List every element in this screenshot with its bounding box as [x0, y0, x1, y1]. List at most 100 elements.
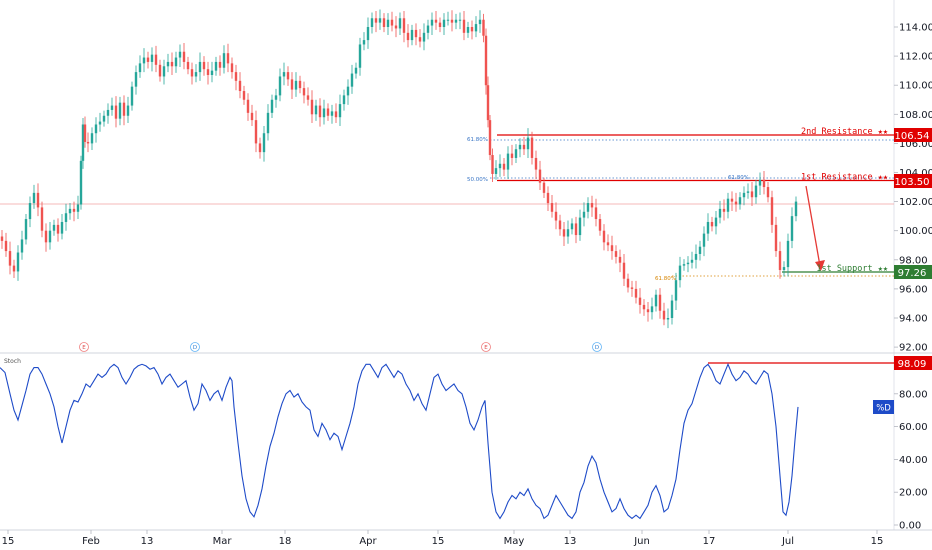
svg-text:%D: %D [876, 404, 891, 414]
candle-body [206, 69, 210, 76]
candle-body [594, 207, 598, 220]
candle-body [718, 208, 722, 218]
candle-body [634, 288, 638, 298]
candle-body [562, 229, 566, 237]
candle-body [610, 245, 614, 252]
candle-body [514, 149, 518, 158]
candle-body [146, 57, 150, 62]
candle-body [734, 201, 738, 205]
candle-body [234, 72, 238, 81]
candle-body [762, 179, 766, 188]
candle-body [98, 121, 102, 125]
candle-body [582, 211, 586, 218]
candle-body [510, 153, 514, 158]
stoch-tick-label: 40.00 [899, 455, 928, 466]
candle-body [302, 88, 306, 96]
stoch-tick-label: 0.00 [899, 521, 921, 532]
time-tick-label: Feb [82, 536, 100, 547]
candle-body [484, 35, 488, 86]
candle-body [83, 124, 87, 142]
candle-body [382, 18, 386, 27]
candle-body [0, 236, 4, 241]
candle-body [410, 29, 414, 41]
candle-body [630, 287, 634, 289]
candle-body [194, 72, 198, 77]
candle-body [750, 191, 754, 198]
candle-body [502, 163, 506, 170]
candle-body [738, 197, 742, 205]
candle-body [4, 240, 8, 252]
candle-body [318, 105, 322, 118]
candle-body [550, 203, 554, 212]
candle-body [606, 242, 610, 246]
candle-body [558, 220, 562, 230]
candle-body [282, 72, 286, 77]
event-marker-dividend-2[interactable]: D [592, 342, 602, 352]
candle-body [650, 306, 654, 313]
candle-body [690, 259, 694, 263]
candle-body [64, 213, 68, 222]
candle-body [726, 198, 730, 212]
candle-body [418, 37, 422, 42]
price-tick-label: 104.00 [899, 168, 932, 179]
candle-body [158, 64, 162, 77]
candle-body [334, 111, 338, 118]
candle-body [326, 108, 330, 116]
stochastic-pane[interactable]: Stoch 80.00 60.00 40.00 20.00 0.00 98.09 %D [0, 356, 932, 532]
candle-body [350, 73, 354, 87]
price-tick-label: 94.00 [899, 314, 928, 325]
candle-body [262, 133, 266, 153]
candle-body [226, 53, 230, 64]
candle-body [138, 63, 142, 73]
svg-text:103.50: 103.50 [895, 177, 930, 188]
candle-body [48, 230, 52, 243]
candle-body [28, 203, 32, 220]
time-tick-label: 15 [871, 536, 884, 547]
candle-body [746, 191, 750, 193]
svg-text:97.26: 97.26 [898, 268, 927, 279]
event-marker-dividend-1[interactable]: D [190, 342, 200, 352]
stoch-tick-label: 80.00 [899, 389, 928, 400]
time-axis[interactable]: 15 Feb 13 Mar 18 Apr 15 May 13 Jun 17 Jul 15 [0, 529, 932, 547]
candle-body [150, 54, 154, 62]
candle-body [518, 144, 522, 150]
fib-label-500: 50.00% [467, 177, 488, 183]
candle-body [118, 102, 122, 119]
price-tick-label: 92.00 [899, 343, 928, 354]
candle-body [498, 163, 502, 169]
candle-body [354, 67, 358, 74]
time-tick-label: May [504, 536, 525, 547]
time-tick-label: 15 [2, 536, 15, 547]
candle-body [166, 61, 170, 67]
time-tick-label: 13 [141, 536, 154, 547]
candle-body [422, 32, 426, 42]
projection-arrow[interactable] [805, 185, 825, 271]
event-marker-earnings-2[interactable]: E [481, 342, 491, 352]
candle-body [730, 198, 734, 202]
main-price-pane[interactable]: 61.80% 50.00% 61.80% 61.80% 2nd Resistan… [0, 9, 894, 352]
candle-body [178, 51, 182, 58]
event-marker-earnings-1[interactable]: E [79, 342, 89, 352]
candle-body [654, 294, 658, 307]
candle-body [230, 63, 234, 73]
candle-body [310, 99, 314, 115]
candle-body [778, 251, 782, 270]
candle-body [522, 144, 526, 150]
candle-body [488, 120, 492, 156]
candle-body [270, 99, 274, 113]
candle-body [742, 192, 746, 198]
resistance-1-label: 1st Resistance ★★ [801, 173, 888, 183]
candle-body [60, 221, 64, 234]
candle-body [602, 230, 606, 243]
candle-body [338, 104, 342, 118]
candle-body [754, 185, 758, 198]
candle-body [766, 187, 770, 198]
candle-body [642, 304, 646, 310]
price-axis[interactable]: 114.00 112.00 110.00 108.00 106.00 104.00 102.… [893, 0, 932, 530]
candle-body [546, 192, 550, 204]
candle-body [666, 318, 670, 320]
resistance-2-price-badge: 106.54 [894, 128, 932, 142]
candle-body [426, 25, 430, 33]
candle-body [250, 112, 254, 121]
